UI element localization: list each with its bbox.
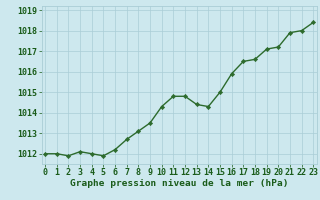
X-axis label: Graphe pression niveau de la mer (hPa): Graphe pression niveau de la mer (hPa) <box>70 179 288 188</box>
